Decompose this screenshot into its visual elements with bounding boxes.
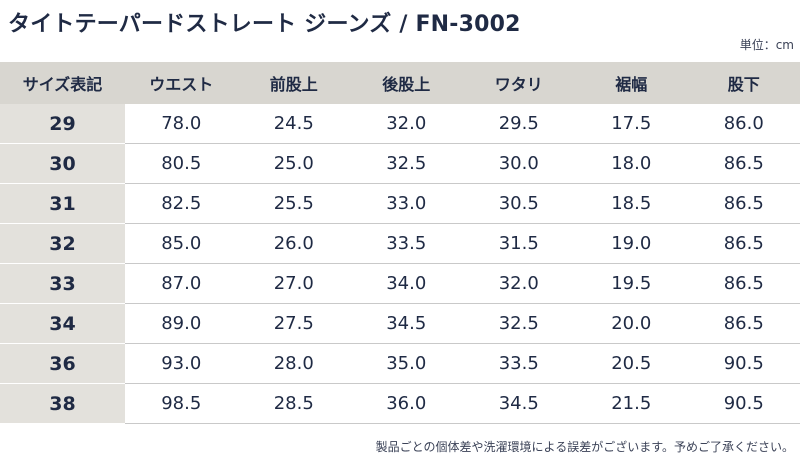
cell-size: 31 xyxy=(0,183,125,224)
cell-inseam: 86.5 xyxy=(687,143,800,184)
table-row: 32 85.0 26.0 33.5 31.5 19.0 86.5 xyxy=(0,223,800,264)
table-header: サイズ表記 ウエスト 前股上 後股上 ワタリ 裾幅 股下 xyxy=(0,62,800,104)
cell-hem-width: 19.0 xyxy=(575,223,688,264)
cell-front-rise: 27.5 xyxy=(237,303,350,344)
table-row: 29 78.0 24.5 32.0 29.5 17.5 86.0 xyxy=(0,104,800,144)
cell-hem-width: 20.0 xyxy=(575,303,688,344)
cell-front-rise: 25.5 xyxy=(237,183,350,224)
cell-hem-width: 17.5 xyxy=(575,104,688,144)
cell-inseam: 86.5 xyxy=(687,223,800,264)
page-title: タイトテーパードストレート ジーンズ / FN-3002 xyxy=(8,12,521,37)
cell-front-rise: 26.0 xyxy=(237,223,350,264)
cell-back-rise: 34.0 xyxy=(350,263,463,304)
table-row: 33 87.0 27.0 34.0 32.0 19.5 86.5 xyxy=(0,263,800,304)
cell-waist: 78.0 xyxy=(125,104,238,144)
cell-back-rise: 34.5 xyxy=(350,303,463,344)
disclaimer-note: 製品ごとの個体差や洗濯環境による誤差がございます。予めご了承ください。 xyxy=(375,440,794,454)
cell-front-rise: 24.5 xyxy=(237,104,350,144)
size-table: サイズ表記 ウエスト 前股上 後股上 ワタリ 裾幅 股下 29 78.0 24.5 3… xyxy=(0,62,800,424)
cell-thigh: 31.5 xyxy=(462,223,575,264)
cell-inseam: 86.5 xyxy=(687,263,800,304)
cell-thigh: 32.0 xyxy=(462,263,575,304)
cell-thigh: 30.0 xyxy=(462,143,575,184)
cell-waist: 82.5 xyxy=(125,183,238,224)
cell-size: 34 xyxy=(0,303,125,344)
cell-size: 33 xyxy=(0,263,125,304)
table-row: 38 98.5 28.5 36.0 34.5 21.5 90.5 xyxy=(0,383,800,424)
cell-waist: 89.0 xyxy=(125,303,238,344)
cell-front-rise: 25.0 xyxy=(237,143,350,184)
cell-thigh: 29.5 xyxy=(462,104,575,144)
header-size: サイズ表記 xyxy=(0,62,125,104)
cell-thigh: 33.5 xyxy=(462,343,575,384)
cell-front-rise: 28.5 xyxy=(237,383,350,424)
cell-hem-width: 19.5 xyxy=(575,263,688,304)
cell-hem-width: 18.0 xyxy=(575,143,688,184)
cell-inseam: 86.5 xyxy=(687,303,800,344)
table-row: 36 93.0 28.0 35.0 33.5 20.5 90.5 xyxy=(0,343,800,384)
cell-size: 29 xyxy=(0,104,125,144)
table-row: 34 89.0 27.5 34.5 32.5 20.0 86.5 xyxy=(0,303,800,344)
cell-inseam: 86.0 xyxy=(687,104,800,144)
unit-label: 単位：cm xyxy=(739,38,794,52)
cell-thigh: 34.5 xyxy=(462,383,575,424)
cell-back-rise: 32.0 xyxy=(350,104,463,144)
cell-front-rise: 27.0 xyxy=(237,263,350,304)
cell-size: 36 xyxy=(0,343,125,384)
cell-hem-width: 21.5 xyxy=(575,383,688,424)
cell-thigh: 32.5 xyxy=(462,303,575,344)
header-hem-width: 裾幅 xyxy=(575,62,688,104)
cell-back-rise: 36.0 xyxy=(350,383,463,424)
cell-back-rise: 35.0 xyxy=(350,343,463,384)
cell-hem-width: 20.5 xyxy=(575,343,688,384)
cell-hem-width: 18.5 xyxy=(575,183,688,224)
cell-waist: 80.5 xyxy=(125,143,238,184)
cell-waist: 87.0 xyxy=(125,263,238,304)
header-waist: ウエスト xyxy=(125,62,238,104)
header-thigh: ワタリ xyxy=(462,62,575,104)
cell-back-rise: 32.5 xyxy=(350,143,463,184)
table-body: 29 78.0 24.5 32.0 29.5 17.5 86.0 30 80.5 25.0 32.5… xyxy=(0,104,800,424)
cell-inseam: 90.5 xyxy=(687,343,800,384)
table-row: 30 80.5 25.0 32.5 30.0 18.0 86.5 xyxy=(0,143,800,184)
table-row: 31 82.5 25.5 33.0 30.5 18.5 86.5 xyxy=(0,183,800,224)
header-back-rise: 後股上 xyxy=(350,62,463,104)
cell-thigh: 30.5 xyxy=(462,183,575,224)
header-front-rise: 前股上 xyxy=(237,62,350,104)
cell-back-rise: 33.5 xyxy=(350,223,463,264)
cell-inseam: 86.5 xyxy=(687,183,800,224)
cell-front-rise: 28.0 xyxy=(237,343,350,384)
cell-waist: 98.5 xyxy=(125,383,238,424)
cell-waist: 85.0 xyxy=(125,223,238,264)
cell-size: 32 xyxy=(0,223,125,264)
cell-size: 30 xyxy=(0,143,125,184)
cell-inseam: 90.5 xyxy=(687,383,800,424)
cell-back-rise: 33.0 xyxy=(350,183,463,224)
header-inseam: 股下 xyxy=(687,62,800,104)
cell-waist: 93.0 xyxy=(125,343,238,384)
cell-size: 38 xyxy=(0,383,125,424)
header-row: サイズ表記 ウエスト 前股上 後股上 ワタリ 裾幅 股下 xyxy=(0,62,800,104)
